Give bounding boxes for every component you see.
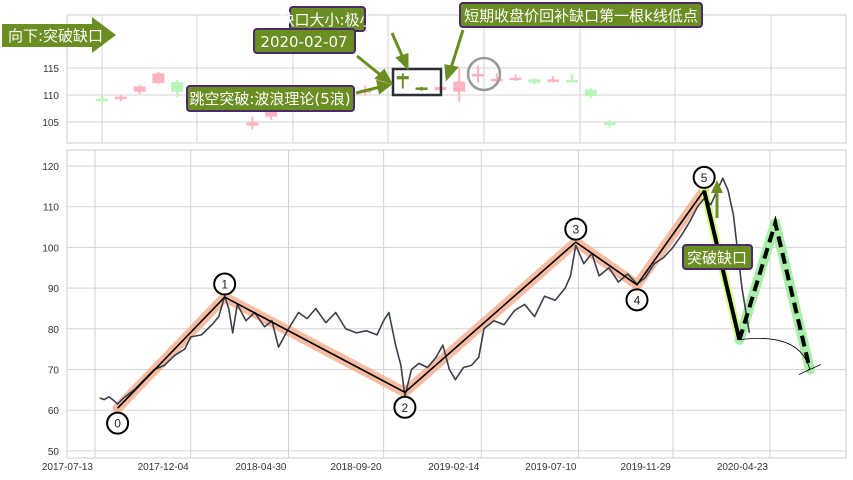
wave-marker: 1 — [213, 272, 237, 296]
candle-body — [453, 81, 466, 92]
wave-line — [117, 189, 705, 409]
gap-fill-circle — [466, 56, 502, 92]
projection-line — [737, 215, 812, 370]
y-tick-label: 90 — [48, 284, 60, 295]
wave-circle — [564, 217, 588, 241]
candle-body — [584, 89, 597, 97]
candle-body — [396, 76, 409, 80]
candle-body — [265, 110, 278, 117]
candle-body — [246, 122, 259, 126]
x-tick-label: 2019-11-29 — [620, 462, 671, 473]
y-tick-label: 110 — [43, 203, 59, 214]
candle-body — [152, 73, 165, 84]
candle-body — [472, 73, 484, 77]
price-panel: 2017-07-13 2017-12-04 2018-04-30 2018-09-20… — [42, 149, 847, 473]
candle-body — [415, 87, 428, 90]
candle-body — [509, 77, 522, 81]
projection-tick — [798, 364, 822, 375]
x-tick-label: 2019-02-14 — [428, 462, 480, 473]
wave-label: 0 — [114, 417, 121, 431]
wave-marker: 4 — [625, 288, 649, 312]
candle-body — [96, 98, 108, 102]
x-tick-label: 2017-12-04 — [138, 462, 190, 473]
upper-y-tick-label: 105 — [42, 118, 59, 129]
x-tick-label: 2018-09-20 — [330, 462, 382, 473]
y-tick-label: 120 — [42, 162, 59, 173]
wave-label: 3 — [572, 223, 579, 237]
wave-circle — [625, 288, 649, 312]
wave-marker: 5 — [692, 165, 716, 189]
wave-label: 4 — [634, 293, 641, 307]
y-tick-label: 50 — [48, 447, 60, 458]
gap-highlight-box — [391, 67, 443, 97]
wave-label: 1 — [221, 278, 228, 292]
breakout-gap-text: 突破缺口 — [687, 249, 747, 267]
wave-circle — [106, 411, 130, 435]
candle-body — [133, 86, 146, 92]
candle-body — [528, 79, 541, 83]
wave-label: 2 — [402, 401, 409, 415]
wave-circle — [213, 272, 237, 296]
x-tick-label: 2018-04-30 — [235, 462, 287, 473]
annotation-arrows — [355, 29, 465, 95]
gap-fill-text: 短期收盘价回补缺口第一根k线低点 — [464, 7, 698, 25]
y-tick-label: 100 — [42, 243, 59, 254]
upper-plot-area — [66, 14, 847, 144]
x-tick-label: 2020-04-23 — [717, 462, 769, 473]
y-tick-label: 80 — [48, 325, 60, 336]
candle-body — [603, 122, 616, 126]
wave-circle — [692, 165, 716, 189]
candle-body — [114, 96, 127, 100]
gap-size-label: 缺口大小:极小 — [279, 6, 375, 32]
gap-date-label: 2020-02-07 — [253, 28, 356, 54]
candlestick-panel: 105 110 115 — [42, 14, 847, 144]
upper-y-tick-label: 115 — [43, 64, 59, 75]
candle-body — [547, 79, 560, 82]
upper-y-tick-label: 110 — [43, 91, 59, 102]
y-tick-label: 70 — [48, 366, 60, 377]
jump-breakout-text: 跳空突破:波浪理论(5浪) — [189, 90, 350, 108]
wave-marker: 0 — [106, 411, 130, 435]
gap-size-text: 缺口大小:极小 — [279, 11, 374, 29]
projection-arc — [739, 338, 811, 370]
direction-arrow-annotation: 向下:突破缺口 — [2, 17, 116, 53]
gap-fill-label: 短期收盘价回补缺口第一根k线低点 — [459, 2, 703, 28]
breakout-gap-annotation: 突破缺口 — [682, 180, 753, 270]
candle-body — [171, 82, 184, 92]
wave-marker: 2 — [393, 395, 417, 419]
direction-arrow-text: 向下:突破缺口 — [8, 27, 103, 45]
gap-date-text: 2020-02-07 — [260, 33, 347, 51]
x-tick-label: 2019-07-10 — [525, 462, 577, 473]
jump-breakout-label: 跳空突破:波浪理论(5浪) — [186, 85, 355, 112]
price-line — [99, 177, 751, 405]
y-tick-label: 60 — [48, 406, 60, 417]
candle-body — [566, 79, 578, 83]
wave-circle — [393, 395, 417, 419]
x-tick-label: 2017-07-13 — [42, 462, 94, 473]
wave-marker: 3 — [564, 217, 588, 241]
candle-body — [490, 78, 503, 82]
wave-label: 5 — [701, 171, 708, 185]
